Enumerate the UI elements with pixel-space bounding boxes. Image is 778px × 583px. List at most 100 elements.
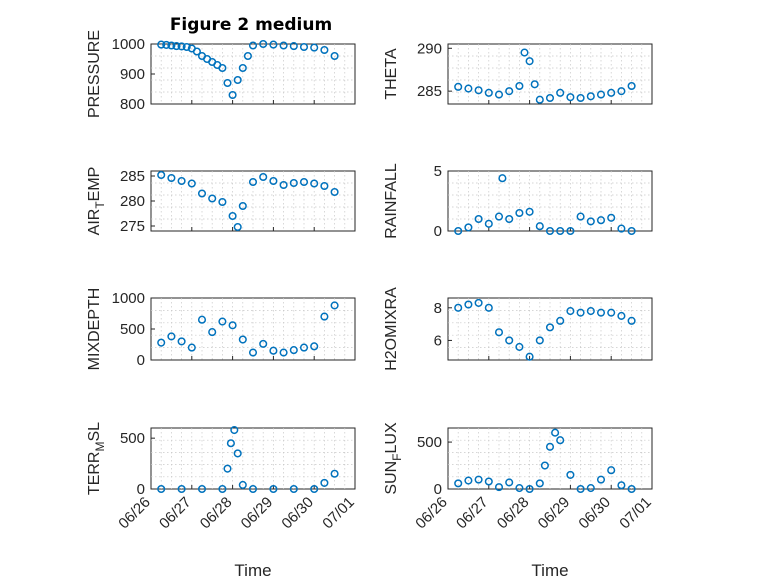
data-point — [167, 41, 176, 50]
data-point — [299, 177, 309, 187]
y-axis-label-subscript: T — [93, 201, 107, 209]
data-point — [627, 316, 636, 325]
figure-title: Figure 2 medium — [170, 15, 332, 35]
data-point — [484, 477, 493, 486]
data-point — [289, 484, 298, 494]
data-point — [157, 170, 166, 180]
data-point — [454, 82, 463, 91]
data-point — [238, 335, 247, 344]
data-point — [556, 316, 565, 325]
data-point — [596, 308, 606, 317]
data-point — [238, 201, 247, 211]
data-point — [279, 180, 288, 190]
y-axis-label: AIRTEMP — [86, 167, 107, 236]
data-point — [259, 339, 268, 348]
y-tick-label: 285 — [417, 83, 442, 100]
data-point — [464, 223, 473, 232]
data-point — [607, 308, 616, 317]
data-point — [545, 323, 555, 332]
data-point — [197, 189, 207, 198]
y-tick-label: 900 — [120, 66, 145, 83]
y-tick-label: 1000 — [112, 36, 145, 53]
data-point — [505, 214, 514, 224]
data-point — [187, 343, 196, 352]
data-point — [617, 311, 626, 320]
y-tick-label: 800 — [120, 96, 145, 113]
data-point — [259, 39, 268, 49]
data-point — [233, 75, 242, 85]
y-tick-label: 500 — [417, 434, 442, 451]
y-axis-label: H2OMIXRA — [383, 287, 400, 371]
plot-area — [447, 297, 653, 361]
y-tick-label: 0 — [434, 481, 442, 498]
y-tick-label: 285 — [120, 168, 145, 185]
data-point — [535, 95, 544, 104]
data-point — [289, 42, 298, 51]
data-point — [498, 174, 507, 183]
data-point — [576, 212, 585, 221]
series-markers — [157, 425, 339, 494]
data-point — [197, 315, 207, 324]
y-tick-label: 0 — [137, 481, 145, 498]
data-point — [617, 87, 626, 96]
data-point — [484, 219, 493, 228]
y-tick-label: 8 — [434, 300, 442, 317]
y-tick-label: 0 — [434, 223, 442, 240]
data-point — [525, 57, 534, 66]
data-point — [566, 470, 575, 479]
data-point — [576, 484, 585, 494]
data-point — [228, 90, 237, 100]
x-axis-label: Time — [531, 561, 568, 580]
data-point — [484, 88, 493, 97]
data-point — [464, 84, 473, 93]
data-point — [607, 88, 616, 97]
data-point — [330, 187, 339, 197]
data-point — [259, 172, 268, 182]
data-point — [535, 222, 544, 231]
data-point — [192, 47, 201, 56]
data-point — [586, 307, 595, 316]
data-point — [208, 328, 217, 337]
data-point — [596, 90, 606, 99]
data-point — [187, 179, 196, 188]
data-point — [248, 177, 258, 187]
y-axis-label-rest: SL — [86, 422, 103, 442]
y-axis-label-rest: EMP — [86, 167, 103, 202]
data-point — [320, 45, 329, 55]
plot-area — [150, 427, 356, 490]
series-markers — [454, 428, 636, 494]
data-point — [177, 176, 186, 186]
series-markers — [454, 298, 636, 361]
data-point — [596, 216, 606, 225]
data-point — [248, 41, 258, 50]
data-point — [320, 181, 329, 191]
y-tick-label: 290 — [417, 40, 442, 57]
data-point — [464, 300, 473, 309]
data-point — [310, 179, 319, 188]
data-point — [525, 352, 534, 361]
data-point — [226, 439, 235, 448]
data-point — [627, 81, 636, 91]
data-point — [157, 40, 166, 49]
data-point — [177, 42, 186, 51]
data-point — [540, 461, 549, 470]
data-point — [248, 484, 258, 494]
data-point — [545, 442, 555, 451]
data-point — [474, 86, 483, 95]
subplot-1: 800 900 1000 PRESSURE — [86, 30, 356, 118]
data-point — [545, 226, 555, 236]
data-point — [474, 475, 483, 484]
y-axis-label-subscript: M — [93, 442, 107, 452]
x-axis-label: Time — [234, 561, 271, 580]
data-point — [515, 208, 524, 218]
data-point — [515, 81, 524, 91]
data-point — [310, 484, 319, 494]
series-markers — [157, 39, 339, 100]
data-point — [243, 51, 252, 61]
data-point — [233, 449, 242, 458]
data-point — [218, 484, 227, 494]
data-point — [330, 301, 339, 310]
data-point — [474, 214, 483, 224]
